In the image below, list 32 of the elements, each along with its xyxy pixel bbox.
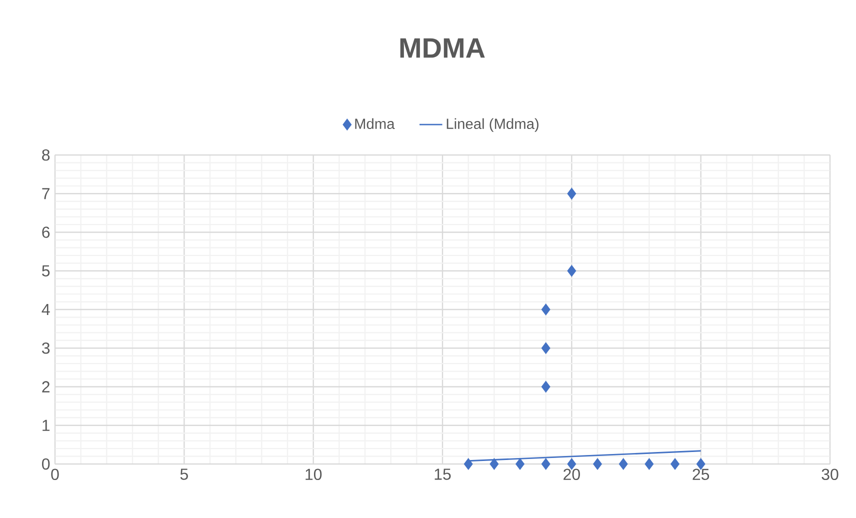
point bbox=[618, 458, 628, 470]
legend-label: Lineal (Mdma) bbox=[446, 118, 538, 132]
point bbox=[670, 458, 680, 470]
point bbox=[541, 380, 550, 393]
y-tick-label: 4 bbox=[42, 304, 50, 316]
y-tick-label: 5 bbox=[42, 265, 50, 276]
y-tick-label: 7 bbox=[42, 188, 50, 200]
y-tick-label: 0 bbox=[42, 458, 50, 470]
x-tick-label: 5 bbox=[180, 468, 188, 480]
point bbox=[516, 458, 524, 470]
legend-label: Mdma bbox=[355, 118, 395, 130]
point bbox=[464, 458, 473, 470]
y-tick-label: 2 bbox=[42, 381, 50, 392]
point bbox=[541, 342, 550, 354]
point bbox=[541, 304, 550, 316]
point bbox=[541, 458, 550, 470]
point bbox=[490, 458, 499, 470]
y-tick-label: 1 bbox=[42, 420, 50, 431]
x-tick-label: 15 bbox=[434, 468, 451, 480]
y-tick-label: 6 bbox=[42, 226, 50, 238]
chart-title: MDMA bbox=[400, 38, 485, 58]
point bbox=[567, 188, 576, 200]
y-tick-label: 3 bbox=[42, 342, 50, 354]
x-tick-label: 25 bbox=[692, 468, 710, 480]
point bbox=[593, 458, 602, 470]
point bbox=[567, 265, 576, 277]
y-tick-label: 8 bbox=[42, 149, 50, 161]
x-tick-label: 20 bbox=[564, 468, 580, 480]
point bbox=[644, 458, 654, 470]
x-tick-label: 0 bbox=[51, 468, 59, 480]
x-tick-label: 10 bbox=[306, 468, 322, 480]
x-tick-label: 30 bbox=[822, 468, 838, 480]
